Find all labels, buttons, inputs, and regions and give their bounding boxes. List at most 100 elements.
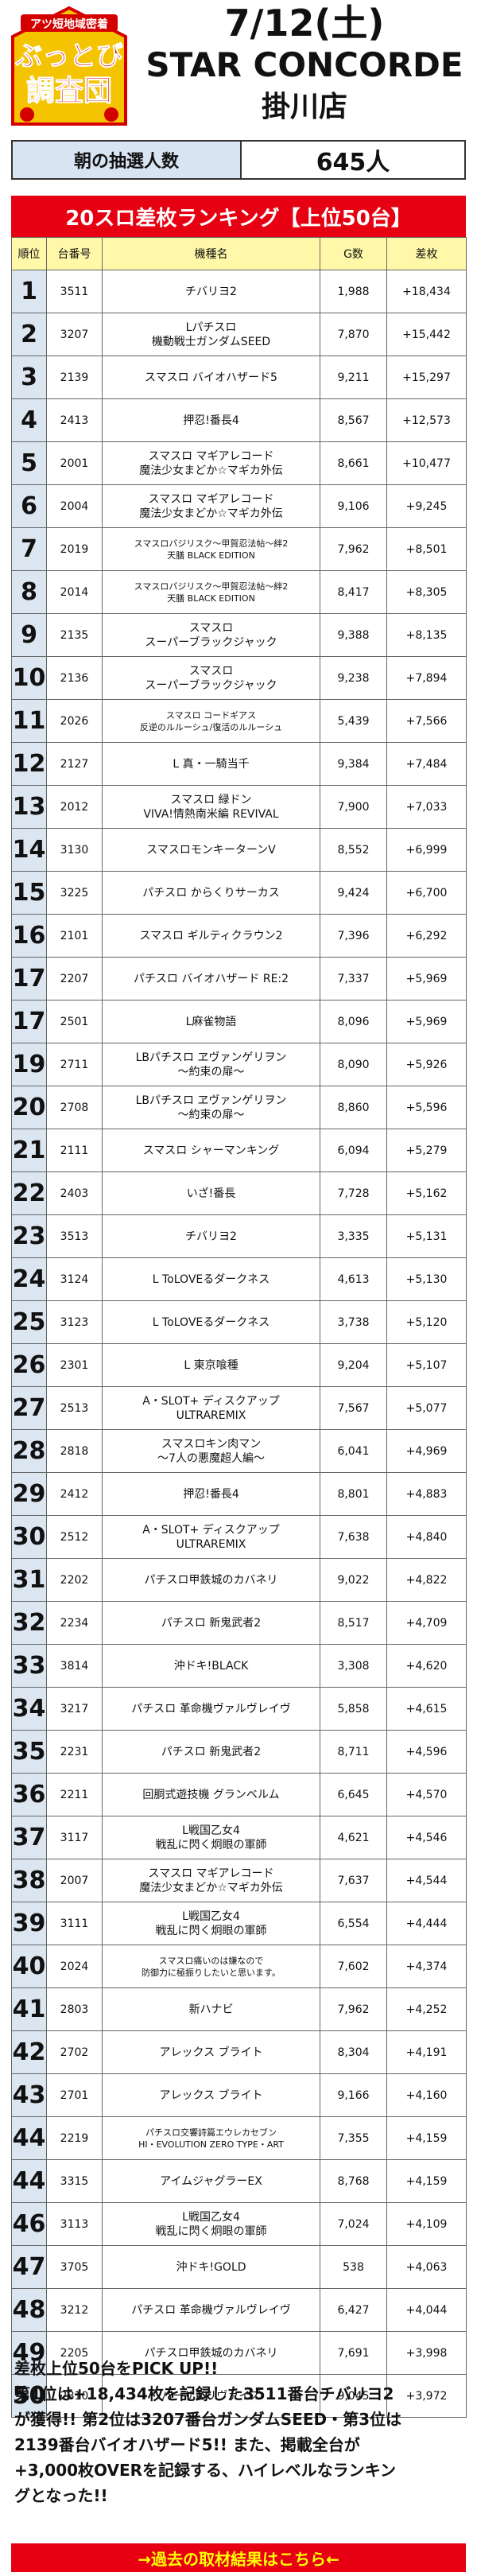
machine-number-cell: 2111 bbox=[46, 1129, 103, 1172]
machine-name-cell: スマスロ シャーマンキング bbox=[102, 1129, 320, 1172]
machine-name-cell: L戦国乙女4 戦乱に閃く炯眼の軍師 bbox=[102, 2202, 320, 2246]
machine-name-cell: パチスロ 新鬼武者2 bbox=[102, 1730, 320, 1774]
table-row: 27 2513 A・SLOT+ ディスクアップ ULTRAREMIX 7,567 +5,… bbox=[11, 1386, 467, 1430]
games-cell: 7,396 bbox=[320, 914, 387, 958]
rank-cell: 4 bbox=[11, 398, 47, 442]
buttobi-logo: アツ短地域密着 ぶっとび 調査団 bbox=[10, 5, 129, 129]
games-cell: 538 bbox=[320, 2245, 387, 2289]
rank-cell: 13 bbox=[11, 785, 47, 829]
difference-cell: +8,501 bbox=[386, 527, 467, 571]
rank-cell: 50 bbox=[11, 2374, 47, 2418]
difference-cell: +18,434 bbox=[386, 270, 467, 313]
machine-name-cell: 押忍!番長4 bbox=[102, 1472, 320, 1516]
games-cell: 9,424 bbox=[320, 871, 387, 915]
table-row: 17 2501 L麻雀物語 8,096 +5,969 bbox=[11, 1000, 467, 1043]
table-row: 28 2818 スマスロキン肉マン ～7人の悪魔超人編～ 6,041 +4,969 bbox=[11, 1429, 467, 1473]
machine-name-cell: スマスロ 緑ドン VIVA!情熱南米編 REVIVAL bbox=[102, 785, 320, 829]
rank-cell: 22 bbox=[11, 1171, 47, 1215]
table-row: 17 2207 パチスロ バイオハザード RE:2 7,337 +5,969 bbox=[11, 957, 467, 1000]
table-row: 44 3315 アイムジャグラーEX 8,768 +4,159 bbox=[11, 2159, 467, 2203]
past-results-link[interactable]: →過去の取材結果はこちら← bbox=[11, 2543, 466, 2572]
table-row: 33 3814 沖ドキ!BLACK 3,308 +4,620 bbox=[11, 1644, 467, 1688]
rank-cell: 8 bbox=[11, 570, 47, 614]
table-row: 13 2012 スマスロ 緑ドン VIVA!情熱南米編 REVIVAL 7,900 +7… bbox=[11, 785, 467, 829]
rank-cell: 39 bbox=[11, 1902, 47, 1945]
games-cell: 4,621 bbox=[320, 1816, 387, 1859]
table-row: 32 2234 パチスロ 新鬼武者2 8,517 +4,709 bbox=[11, 1601, 467, 1645]
games-cell: 9,204 bbox=[320, 1343, 387, 1387]
ranking-table: 順位 台番号 機種名 G数 差枚 1 3511 チバリヨ2 1,988 +18,434 2… bbox=[11, 237, 467, 2418]
table-row: 20 2708 LBパチスロ ヱヴァンゲリヲン ～約束の扉～ 8,860 +5,596 bbox=[11, 1086, 467, 1129]
difference-cell: +4,063 bbox=[386, 2245, 467, 2289]
rank-cell: 31 bbox=[11, 1558, 47, 1602]
summary-line: 第1位は+18,434枚を記録した3511番台チバリヨ2 bbox=[14, 2384, 394, 2403]
rank-cell: 47 bbox=[11, 2245, 47, 2289]
games-cell: 3,335 bbox=[320, 1214, 387, 1258]
rank-cell: 34 bbox=[11, 1687, 47, 1731]
machine-number-cell: 2513 bbox=[46, 1386, 103, 1430]
games-cell: 3,738 bbox=[320, 1300, 387, 1344]
difference-cell: +4,822 bbox=[386, 1558, 467, 1602]
summary-text: 差枚上位50台をPICK UP!! 第1位は+18,434枚を記録した3511番… bbox=[14, 2356, 466, 2508]
table-row: 8 2014 スマスロバジリスク～甲賀忍法帖～絆2 天膳 BLACK EDITION… bbox=[11, 570, 467, 614]
machine-name-cell: 回胴式遊技機 グランベルム bbox=[102, 1773, 320, 1816]
difference-cell: +5,130 bbox=[386, 1257, 467, 1301]
table-row: 24 3124 L ToLOVEるダークネス 4,613 +5,130 bbox=[11, 1257, 467, 1301]
machine-number-cell: 2412 bbox=[46, 1472, 103, 1516]
machine-number-cell: 2701 bbox=[46, 2073, 103, 2117]
logo-line-3: 調査団 bbox=[26, 75, 112, 107]
table-row: 47 3705 沖ドキ!GOLD 538 +4,063 bbox=[11, 2245, 467, 2289]
machine-number-cell: 3117 bbox=[46, 1816, 103, 1859]
store-name: STAR CONCORDE bbox=[145, 45, 463, 84]
table-row: 5 2001 スマスロ マギアレコード 魔法少女まどか☆マギカ外伝 8,661 +10,… bbox=[11, 441, 467, 485]
difference-cell: +4,159 bbox=[386, 2159, 467, 2203]
machine-number-cell: 2501 bbox=[46, 1000, 103, 1043]
table-row: 38 2007 スマスロ マギアレコード 魔法少女まどか☆マギカ外伝 7,637 +4,… bbox=[11, 1859, 467, 1902]
machine-number-cell: 2231 bbox=[46, 1730, 103, 1774]
machine-number-cell: 2803 bbox=[46, 1987, 103, 2031]
machine-name-cell: L ToLOVEるダークネス bbox=[102, 1257, 320, 1301]
machine-number-cell: 3705 bbox=[46, 2245, 103, 2289]
table-row: 25 3123 L ToLOVEるダークネス 3,738 +5,120 bbox=[11, 1300, 467, 1344]
difference-cell: +4,159 bbox=[386, 2116, 467, 2160]
table-row: 21 2111 スマスロ シャーマンキング 6,094 +5,279 bbox=[11, 1129, 467, 1172]
table-row: 37 3117 L戦国乙女4 戦乱に閃く炯眼の軍師 4,621 +4,546 bbox=[11, 1816, 467, 1859]
rank-cell: 3 bbox=[11, 356, 47, 399]
games-cell: 7,637 bbox=[320, 1859, 387, 1902]
rank-cell: 41 bbox=[11, 1987, 47, 2031]
machine-number-cell: 2702 bbox=[46, 2030, 103, 2074]
games-cell: 8,552 bbox=[320, 828, 387, 872]
games-cell: 9,022 bbox=[320, 1558, 387, 1602]
rank-cell: 42 bbox=[11, 2030, 47, 2074]
games-cell: 7,728 bbox=[320, 1171, 387, 1215]
machine-number-cell: 2818 bbox=[46, 1429, 103, 1473]
machine-name-cell: スマスロ スーパーブラックジャック bbox=[102, 613, 320, 657]
rank-cell: 33 bbox=[11, 1644, 47, 1688]
difference-cell: +4,883 bbox=[386, 1472, 467, 1516]
machine-name-cell: スマスロ バイオハザード5 bbox=[102, 356, 320, 399]
header-machine-name: 機種名 bbox=[102, 237, 320, 270]
table-row: 15 3225 パチスロ からくりサーカス 9,424 +6,700 bbox=[11, 871, 467, 915]
rank-cell: 16 bbox=[11, 914, 47, 958]
difference-cell: +6,700 bbox=[386, 871, 467, 915]
difference-cell: +9,245 bbox=[386, 484, 467, 528]
table-header-row: 順位 台番号 機種名 G数 差枚 bbox=[11, 237, 467, 270]
machine-name-cell: バーサスリヴァイズ bbox=[102, 2374, 320, 2418]
ranking-banner: 20スロ差枚ランキング【上位50台】 bbox=[11, 196, 466, 237]
machine-number-cell: 2004 bbox=[46, 484, 103, 528]
summary-line: が獲得!! 第2位は3207番台ガンダムSEED・第3位は bbox=[14, 2410, 402, 2429]
machine-name-cell: パチスロ からくりサーカス bbox=[102, 871, 320, 915]
difference-cell: +4,620 bbox=[386, 1644, 467, 1688]
rank-cell: 14 bbox=[11, 828, 47, 872]
machine-name-cell: スマスロバジリスク～甲賀忍法帖～絆2 天膳 BLACK EDITION bbox=[102, 527, 320, 571]
machine-number-cell: 2026 bbox=[46, 699, 103, 743]
table-row: 6 2004 スマスロ マギアレコード 魔法少女まどか☆マギカ外伝 9,106 +9,2… bbox=[11, 484, 467, 528]
games-cell: 8,417 bbox=[320, 570, 387, 614]
games-cell: 5,858 bbox=[320, 1687, 387, 1731]
machine-name-cell: スマスロ マギアレコード 魔法少女まどか☆マギカ外伝 bbox=[102, 441, 320, 485]
table-row: 29 2412 押忍!番長4 8,801 +4,883 bbox=[11, 1472, 467, 1516]
lottery-label: 朝の抽選人数 bbox=[13, 142, 242, 178]
machine-number-cell: 2708 bbox=[46, 1086, 103, 1129]
machine-name-cell: A・SLOT+ ディスクアップ ULTRAREMIX bbox=[102, 1515, 320, 1559]
machine-name-cell: LBパチスロ ヱヴァンゲリヲン ～約束の扉～ bbox=[102, 1086, 320, 1129]
